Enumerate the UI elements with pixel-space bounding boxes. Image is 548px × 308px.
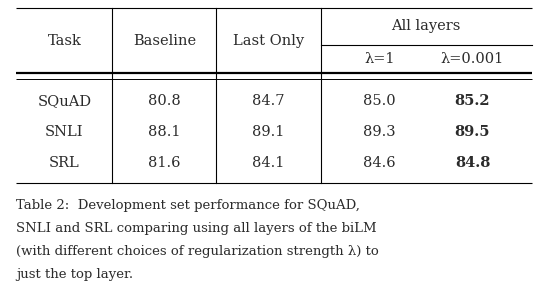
Text: 89.5: 89.5: [455, 125, 490, 139]
Text: (with different choices of regularization strength λ) to: (with different choices of regularizatio…: [16, 245, 379, 258]
Text: λ=1: λ=1: [364, 52, 395, 66]
Text: just the top layer.: just the top layer.: [16, 268, 134, 281]
Text: 88.1: 88.1: [148, 125, 181, 139]
Text: All layers: All layers: [391, 19, 461, 33]
Text: 85.2: 85.2: [455, 94, 490, 108]
Text: SNLI and SRL comparing using all layers of the biLM: SNLI and SRL comparing using all layers …: [16, 222, 377, 235]
Text: 84.7: 84.7: [252, 94, 285, 108]
Text: λ=0.001: λ=0.001: [441, 52, 504, 66]
Text: 89.1: 89.1: [252, 125, 285, 139]
Text: 84.1: 84.1: [252, 156, 285, 170]
Text: SRL: SRL: [49, 156, 80, 170]
Text: 81.6: 81.6: [148, 156, 181, 170]
Text: 85.0: 85.0: [363, 94, 396, 108]
Text: 80.8: 80.8: [148, 94, 181, 108]
Text: 84.8: 84.8: [455, 156, 490, 170]
Text: Last Only: Last Only: [233, 34, 304, 47]
Text: Task: Task: [48, 34, 81, 47]
Text: SQuAD: SQuAD: [37, 94, 92, 108]
Text: 84.6: 84.6: [363, 156, 396, 170]
Text: Baseline: Baseline: [133, 34, 196, 47]
Text: SNLI: SNLI: [45, 125, 84, 139]
Text: 89.3: 89.3: [363, 125, 396, 139]
Text: Table 2:  Development set performance for SQuAD,: Table 2: Development set performance for…: [16, 199, 361, 212]
